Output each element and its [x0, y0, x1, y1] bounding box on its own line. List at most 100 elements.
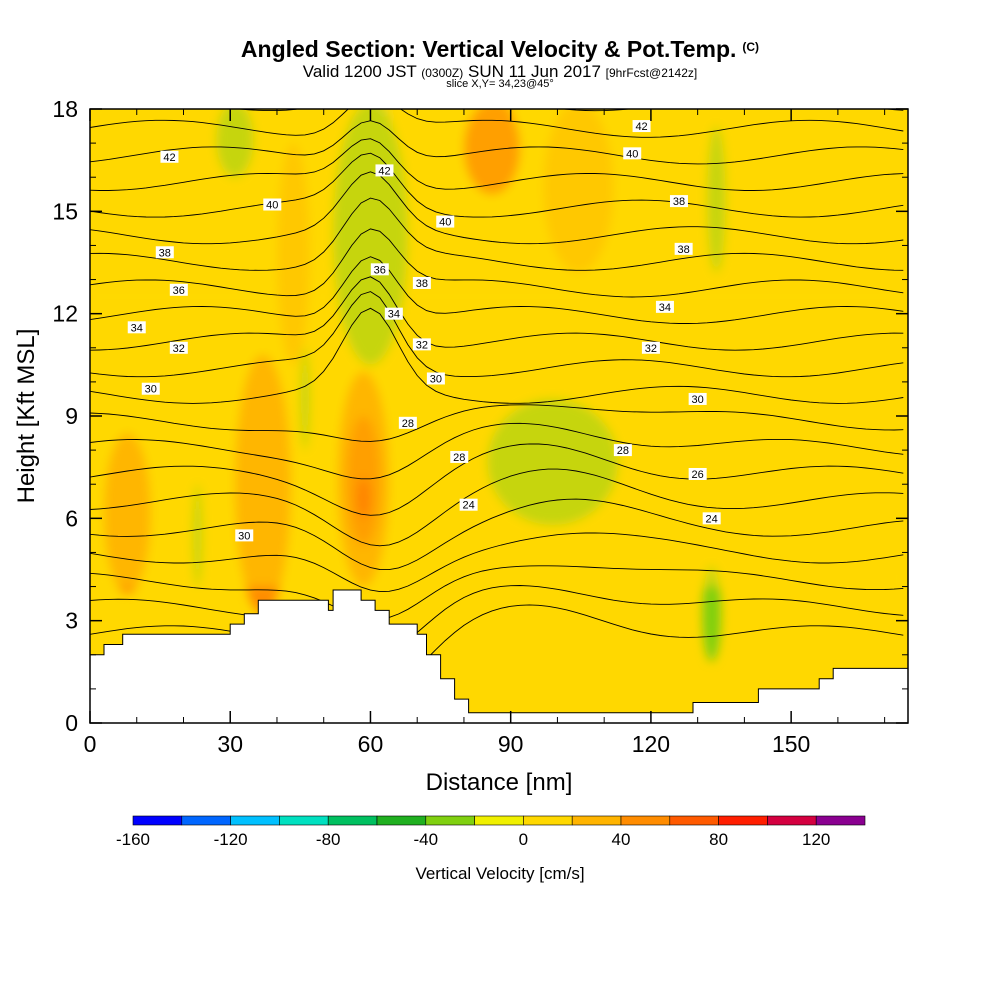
- contour-label-1: 40: [266, 200, 278, 212]
- contour-label-box-12: [412, 338, 431, 351]
- contour-label-box-15: [450, 450, 469, 463]
- contour-label-23: 32: [645, 343, 657, 355]
- contour-label-21: 38: [678, 244, 690, 256]
- contour-label-box-4: [127, 321, 146, 334]
- y-tick-label-0: 0: [65, 710, 78, 736]
- contour-label-box-13: [426, 372, 445, 385]
- contour-label-8: 40: [439, 217, 451, 229]
- contour-label-box-14: [398, 416, 417, 429]
- colorbar-swatch-9: [571, 815, 622, 826]
- terrain: [90, 589, 908, 723]
- y-tick-label-15: 15: [52, 198, 78, 224]
- theta-contour-41: [90, 120, 904, 165]
- contour-label-box-5: [169, 341, 188, 354]
- y-tick-label-9: 9: [65, 403, 78, 429]
- theta-contour-34: [90, 276, 904, 351]
- x-axis-label: Distance [nm]: [426, 769, 573, 796]
- contour-label-box-16: [459, 498, 478, 511]
- velocity-field: [90, 109, 908, 723]
- y-tick-label-6: 6: [65, 505, 78, 531]
- colorbar-tick-0: 0: [519, 830, 528, 849]
- title-unit: (C): [742, 40, 760, 54]
- theta-contour-43: [235, 109, 904, 112]
- contour-label-box-23: [641, 341, 660, 354]
- forecast-info: [9hrFcst@2142z]: [605, 66, 698, 80]
- colorbar-tick--160: -160: [116, 830, 150, 849]
- contour-label-box-20: [669, 195, 688, 208]
- contour-label-26: 26: [692, 469, 704, 481]
- colorbar-tick-80: 80: [709, 830, 728, 849]
- theta-contour-24: [90, 585, 904, 656]
- colorbar-tick--80: -80: [316, 830, 341, 849]
- x-tick-label-60: 60: [358, 731, 384, 757]
- contour-label-box-11: [384, 307, 403, 320]
- theta-contour-25: [90, 565, 904, 620]
- contour-label-22: 34: [659, 302, 671, 314]
- colorbar-swatch-5: [376, 815, 427, 826]
- contour-label-box-17: [235, 529, 254, 542]
- contour-label-6: 30: [145, 384, 157, 396]
- contour-label-box-1: [263, 198, 282, 211]
- y-tick-label-3: 3: [65, 608, 78, 634]
- colorbar-label: Vertical Velocity [cm/s]: [415, 864, 585, 883]
- theta-contour-29: [90, 443, 904, 516]
- contour-label-19: 40: [626, 148, 638, 160]
- contour-label-24: 30: [692, 394, 704, 406]
- colorbar-swatch-3: [279, 815, 329, 826]
- theta-contour-37: [90, 197, 904, 271]
- theta-contour-32: [90, 307, 904, 404]
- velocity-region-20: [90, 109, 908, 297]
- velocity-region-9: [702, 566, 722, 662]
- valid-time-utc: (0300Z): [421, 66, 464, 80]
- contour-label-box-3: [169, 283, 188, 296]
- contour-label-box-0: [160, 150, 179, 163]
- contour-label-16: 24: [462, 500, 474, 512]
- chart-title-text: Angled Section: Vertical Velocity & Pot.…: [240, 36, 737, 62]
- contour-label-box-9: [370, 263, 389, 276]
- contour-label-box-18: [632, 120, 651, 133]
- theta-contour-28: [90, 468, 904, 547]
- contour-label-box-25: [613, 444, 632, 457]
- x-tick-label-90: 90: [498, 731, 524, 757]
- x-tick-label-30: 30: [217, 731, 243, 757]
- field-blobs: [90, 109, 908, 662]
- theta-contours: [90, 109, 904, 694]
- contour-label-box-27: [702, 512, 721, 525]
- contour-label-18: 42: [635, 121, 647, 133]
- contour-label-7: 42: [378, 165, 390, 177]
- contour-label-13: 30: [430, 373, 442, 385]
- theta-contour-38: [90, 171, 904, 245]
- contour-label-11: 34: [388, 309, 400, 321]
- theta-contour-39: [90, 152, 904, 218]
- contour-label-box-7: [375, 164, 394, 177]
- colorbar-swatch-14: [815, 815, 866, 826]
- chart-title: Angled Section: Vertical Velocity & Pot.…: [0, 36, 1000, 63]
- contour-label-box-26: [688, 467, 707, 480]
- contour-label-9: 36: [374, 264, 386, 276]
- colorbar: -160 -120 -80 -40 0 40 80 120: [116, 815, 866, 849]
- x-tick-label-120: 120: [632, 731, 670, 757]
- colorbar-swatch-4: [327, 815, 378, 826]
- contour-label-14: 28: [402, 418, 414, 430]
- colorbar-tick--40: -40: [414, 830, 439, 849]
- colorbar-tick--120: -120: [214, 830, 248, 849]
- theta-contour-30: [90, 422, 904, 480]
- contour-label-box-8: [436, 215, 455, 228]
- valid-time-jst: Valid 1200 JST: [302, 62, 417, 81]
- contour-label-box-2: [155, 246, 174, 259]
- theta-contour-27: [90, 498, 904, 571]
- slice-info: slice X,Y= 34,23@45°: [446, 78, 554, 90]
- contour-label-4: 34: [131, 322, 143, 334]
- colorbar-swatch-0: [132, 815, 183, 826]
- chart-subtitle: Valid 1200 JST (0300Z) SUN 11 Jun 2017 […: [0, 62, 1000, 82]
- contour-label-10: 38: [416, 278, 428, 290]
- colorbar-swatch-13: [767, 815, 817, 826]
- contour-label-0: 42: [163, 152, 175, 164]
- theta-contour-31: [90, 404, 904, 442]
- theta-contour-26: [90, 532, 904, 593]
- x-tick-label-150: 150: [772, 731, 810, 757]
- contour-label-12: 32: [416, 339, 428, 351]
- x-tick-label-0: 0: [84, 731, 97, 757]
